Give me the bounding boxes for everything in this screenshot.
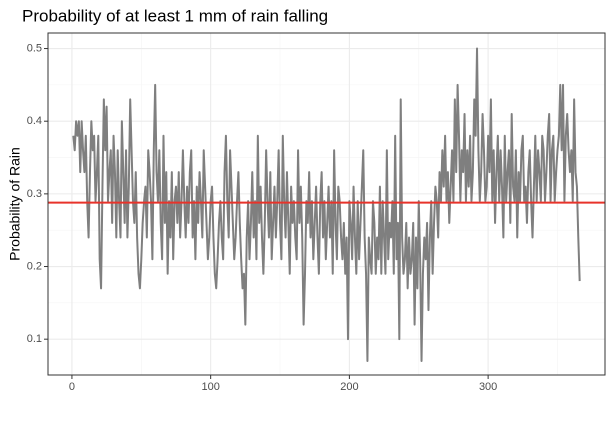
y-tick-label: 0.2 <box>27 260 42 272</box>
y-tick-label: 0.3 <box>27 188 42 200</box>
y-axis-label: Probability of Rain <box>7 147 23 261</box>
x-tick-label: 0 <box>69 381 75 393</box>
chart-title: Probability of at least 1 mm of rain fal… <box>22 6 328 25</box>
x-tick-label: 100 <box>201 381 219 393</box>
y-tick-label: 0.4 <box>27 115 42 127</box>
x-tick-label: 300 <box>479 381 497 393</box>
data-line <box>72 47 581 362</box>
y-tick-label: 0.1 <box>27 333 42 345</box>
panel-border <box>47 32 606 376</box>
x-tick-label: 200 <box>340 381 358 393</box>
y-tick-label: 0.5 <box>27 42 42 54</box>
